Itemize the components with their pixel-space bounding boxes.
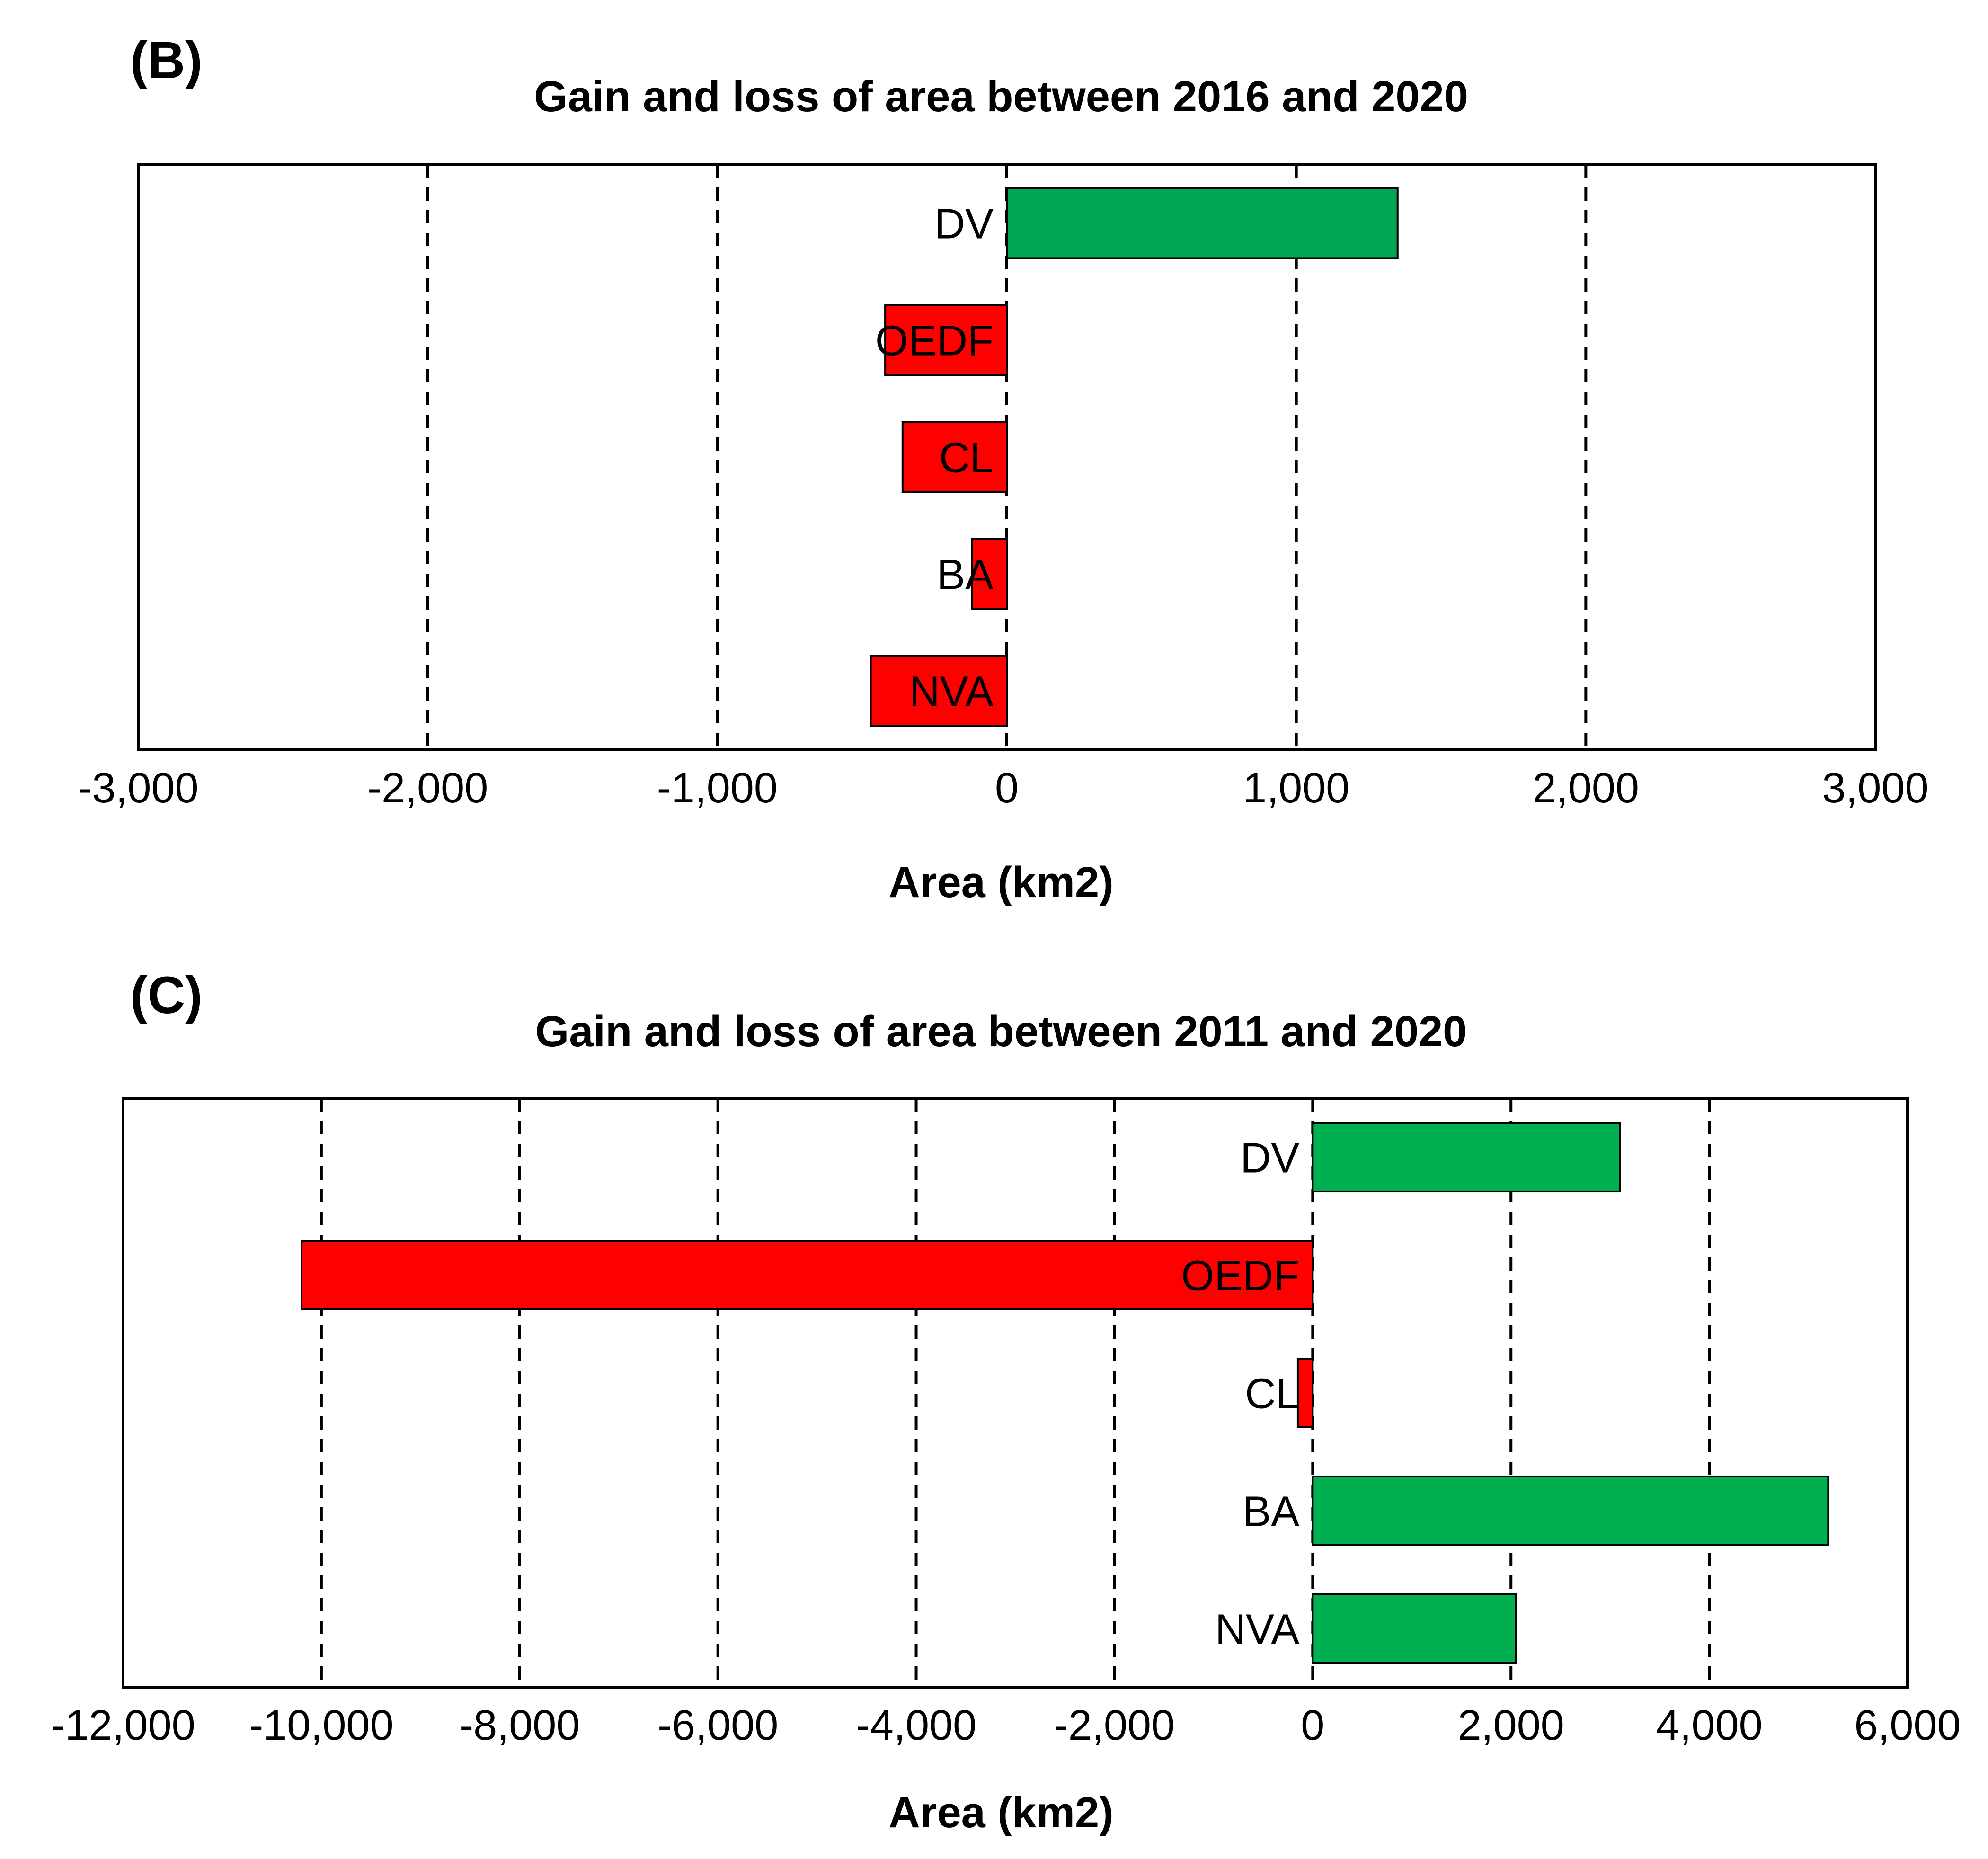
x-tick-label: -2,000 bbox=[367, 765, 488, 812]
x-tick-labels: -3,000 -2,000 -1,000 0 1,000 2,000 3,000 bbox=[78, 765, 1928, 812]
category-labels: DV OEDF CL BA NVA bbox=[875, 201, 994, 716]
gridlines bbox=[426, 165, 1588, 749]
bar-ba bbox=[1312, 1476, 1829, 1546]
bars bbox=[301, 1122, 1829, 1664]
plot-area bbox=[122, 1097, 1909, 1689]
chart-panel-c: (C) Gain and loss of area between 2011 a… bbox=[51, 966, 1961, 1837]
category-label: DV bbox=[934, 201, 994, 248]
bar-dv bbox=[1006, 187, 1399, 259]
bar-oedf bbox=[301, 1240, 1314, 1310]
category-label: OEDF bbox=[875, 318, 994, 365]
x-axis-label: Area (km2) bbox=[888, 858, 1114, 907]
x-tick-label: -2,000 bbox=[1054, 1702, 1175, 1749]
x-tick-label: 2,000 bbox=[1458, 1702, 1564, 1749]
chart-title: Gain and loss of area between 2011 and 2… bbox=[535, 1007, 1467, 1056]
chart-title: Gain and loss of area between 2016 and 2… bbox=[534, 72, 1468, 121]
bar-cl bbox=[1296, 1358, 1314, 1428]
x-tick-label: -6,000 bbox=[657, 1702, 778, 1749]
category-label: NVA bbox=[909, 668, 994, 716]
x-tick-label: -4,000 bbox=[856, 1702, 976, 1749]
gridlines bbox=[320, 1098, 1711, 1688]
category-label: CL bbox=[939, 435, 994, 482]
panel-letter: (B) bbox=[130, 31, 203, 89]
x-tick-label: -1,000 bbox=[657, 765, 778, 812]
x-tick-label: -10,000 bbox=[249, 1702, 393, 1749]
bar-oedf bbox=[884, 304, 1008, 376]
bar-dv bbox=[1312, 1122, 1621, 1192]
x-tick-label: 4,000 bbox=[1656, 1702, 1762, 1749]
bar-ba bbox=[971, 538, 1008, 610]
category-labels: DV OEDF CL BA NVA bbox=[1181, 1135, 1299, 1654]
x-tick-label: 3,000 bbox=[1822, 765, 1928, 812]
category-label: BA bbox=[1242, 1488, 1299, 1536]
x-tick-label: -3,000 bbox=[78, 765, 198, 812]
x-tick-label: -12,000 bbox=[51, 1702, 195, 1749]
category-label: NVA bbox=[1215, 1606, 1299, 1654]
bars bbox=[870, 187, 1399, 727]
bar-nva bbox=[870, 655, 1008, 727]
x-tick-label: 6,000 bbox=[1854, 1702, 1961, 1749]
category-label: BA bbox=[937, 551, 994, 599]
chart-panel-b: (B) Gain and loss of area between 2016 a… bbox=[78, 31, 1928, 907]
category-label: OEDF bbox=[1181, 1253, 1299, 1300]
x-tick-label: 1,000 bbox=[1243, 765, 1349, 812]
panel-letter: (C) bbox=[130, 966, 203, 1024]
x-tick-label: 0 bbox=[1301, 1702, 1324, 1749]
x-tick-label: 2,000 bbox=[1533, 765, 1639, 812]
x-axis-label: Area (km2) bbox=[888, 1788, 1114, 1837]
x-tick-label: -8,000 bbox=[459, 1702, 580, 1749]
category-label: CL bbox=[1245, 1370, 1299, 1418]
category-label: DV bbox=[1240, 1135, 1299, 1182]
x-tick-label: 0 bbox=[995, 765, 1019, 812]
bar-cl bbox=[901, 421, 1008, 493]
bar-nva bbox=[1312, 1593, 1517, 1664]
x-tick-labels: -12,000 -10,000 -8,000 -6,000 -4,000 -2,000 0 2… bbox=[51, 1702, 1961, 1749]
